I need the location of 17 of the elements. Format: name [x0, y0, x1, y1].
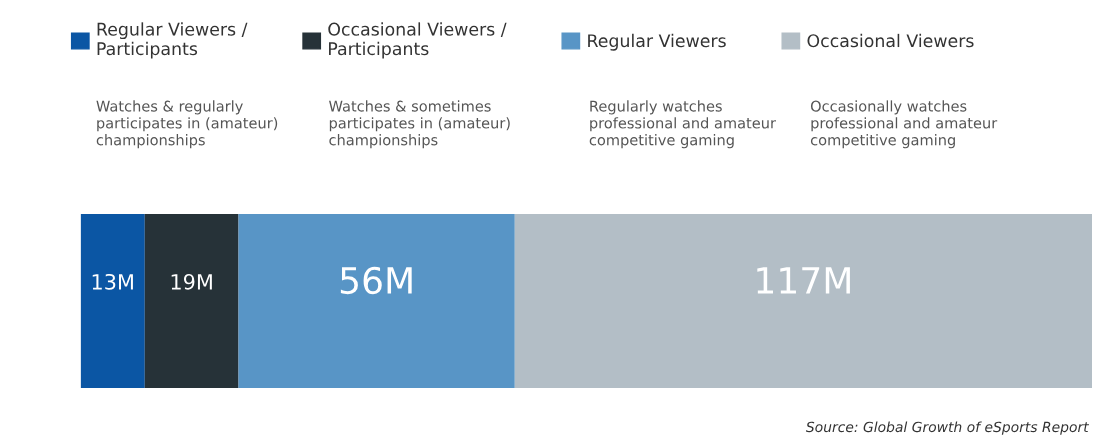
- data-label: 13M: [92, 273, 133, 290]
- legend-label: Regular Viewers / Participants: [97, 22, 248, 59]
- bar: [144, 214, 239, 389]
- text: Regularly watches professional and amateur competitive gaming: [589, 100, 776, 149]
- legend-label: Regular Viewers: [588, 33, 726, 51]
- text: Watches & regularly participates in (amateur) championships: [96, 100, 278, 149]
- data-label: 117M: [757, 267, 850, 294]
- bar: [514, 214, 1092, 389]
- data-label: 56M: [340, 266, 412, 295]
- legend-label: Occasional Viewers: [807, 33, 974, 48]
- text: Watches & sometimes participates in (amateur) championships: [329, 100, 510, 149]
- source-note: Source: Global Growth of eSports Report: [805, 421, 1090, 435]
- legend-label: Occasional Viewers / Participants: [328, 22, 507, 59]
- bar: [80, 214, 145, 389]
- bar: [238, 214, 515, 389]
- data-label: 19M: [171, 273, 212, 290]
- text: Occasionally watches professional and amateur competitive gaming: [810, 100, 998, 149]
